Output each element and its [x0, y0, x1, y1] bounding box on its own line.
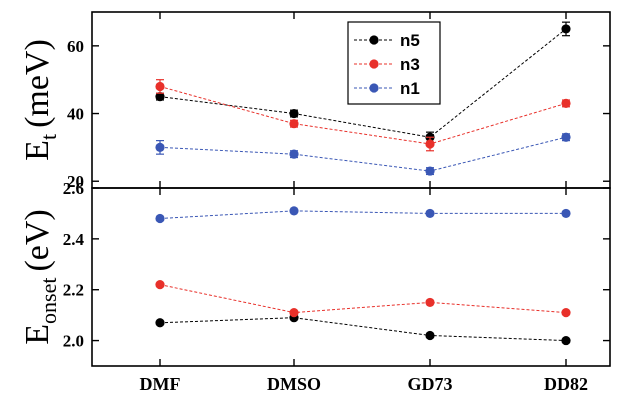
top-series-line-n1: [159, 136, 567, 172]
bottom-y-tick-label: 2.4: [63, 230, 85, 249]
top-y-tick-label: 20: [67, 172, 84, 191]
legend-label-n1: n1: [400, 79, 420, 98]
top-point-n3-GD73: [425, 139, 435, 149]
top-point-n5-DMSO: [289, 108, 299, 119]
bottom-point-n5-DMF: [155, 318, 165, 328]
bottom-panel: 2.0 2.2 2.4 2.6 Eonset (eV): [19, 179, 611, 367]
legend-label-n5: n5: [400, 31, 420, 50]
top-point-n1-DD82: [561, 132, 571, 142]
top-panel: 20 40 60 Et (meV): [19, 11, 611, 191]
bottom-series-line-n5: [159, 317, 567, 342]
legend-marker-n3: [369, 59, 379, 69]
bottom-y-tick-label: 2.0: [63, 332, 84, 351]
top-point-n1-DMF: [155, 142, 165, 152]
bottom-series-line-n3: [159, 284, 567, 314]
bottom-point-n5-GD73: [425, 330, 435, 341]
bottom-y-axis-label: Eonset (eV): [19, 209, 61, 345]
top-y-label-unit: (meV): [19, 39, 56, 128]
bottom-y-label-main: E: [19, 324, 56, 345]
top-point-n3-DD82: [561, 98, 571, 108]
legend-label-n3: n3: [400, 55, 420, 74]
top-y-label-sub: t: [36, 134, 61, 140]
top-point-n1-DMSO: [289, 149, 299, 159]
top-point-n3-DMF: [155, 81, 165, 92]
top-point-n5-DMF: [155, 92, 165, 102]
top-series-line-n5: [159, 28, 567, 138]
bottom-plot-frame: [91, 187, 611, 367]
bottom-y-label-unit: (eV): [19, 209, 56, 271]
top-point-n5-DD82: [561, 24, 571, 34]
bottom-point-n3-DMF: [155, 280, 165, 290]
bottom-point-n5-DD82: [561, 335, 571, 346]
x-category-label-GD73: GD73: [408, 374, 453, 394]
x-category-label-DMF: DMF: [140, 374, 181, 394]
legend-box: [347, 21, 441, 105]
category-axis-labels: DMF DMSO GD73 DD82: [140, 374, 588, 394]
top-y-label-main: E: [19, 140, 56, 161]
bottom-point-n1-DMSO: [289, 206, 299, 216]
top-point-n3-DMSO: [289, 119, 299, 129]
bottom-series-line-n1: [159, 210, 566, 220]
bottom-point-n1-GD73: [425, 208, 435, 219]
bottom-point-n3-DMSO: [289, 308, 299, 318]
top-y-axis-label: Et (meV): [19, 39, 61, 161]
bottom-y-tick-label: 2.2: [63, 281, 84, 300]
legend: n5 n3 n1: [347, 21, 441, 105]
x-category-label-DD82: DD82: [544, 374, 588, 394]
x-category-label-DMSO: DMSO: [267, 374, 321, 394]
legend-marker-n1: [369, 83, 379, 93]
bottom-point-n3-GD73: [425, 297, 435, 308]
top-series-line-n3: [159, 85, 567, 145]
bottom-point-n1-DD82: [561, 208, 571, 219]
top-point-n1-GD73: [425, 166, 435, 176]
bottom-point-n1-DMF: [155, 213, 165, 224]
legend-marker-n5: [369, 35, 379, 45]
bottom-y-label-sub: onset: [36, 278, 61, 324]
bottom-point-n3-DD82: [561, 308, 571, 318]
top-y-tick-label: 40: [67, 105, 84, 124]
top-y-tick-label: 60: [67, 37, 84, 56]
bottom-y-tick-label: 2.6: [63, 179, 84, 198]
